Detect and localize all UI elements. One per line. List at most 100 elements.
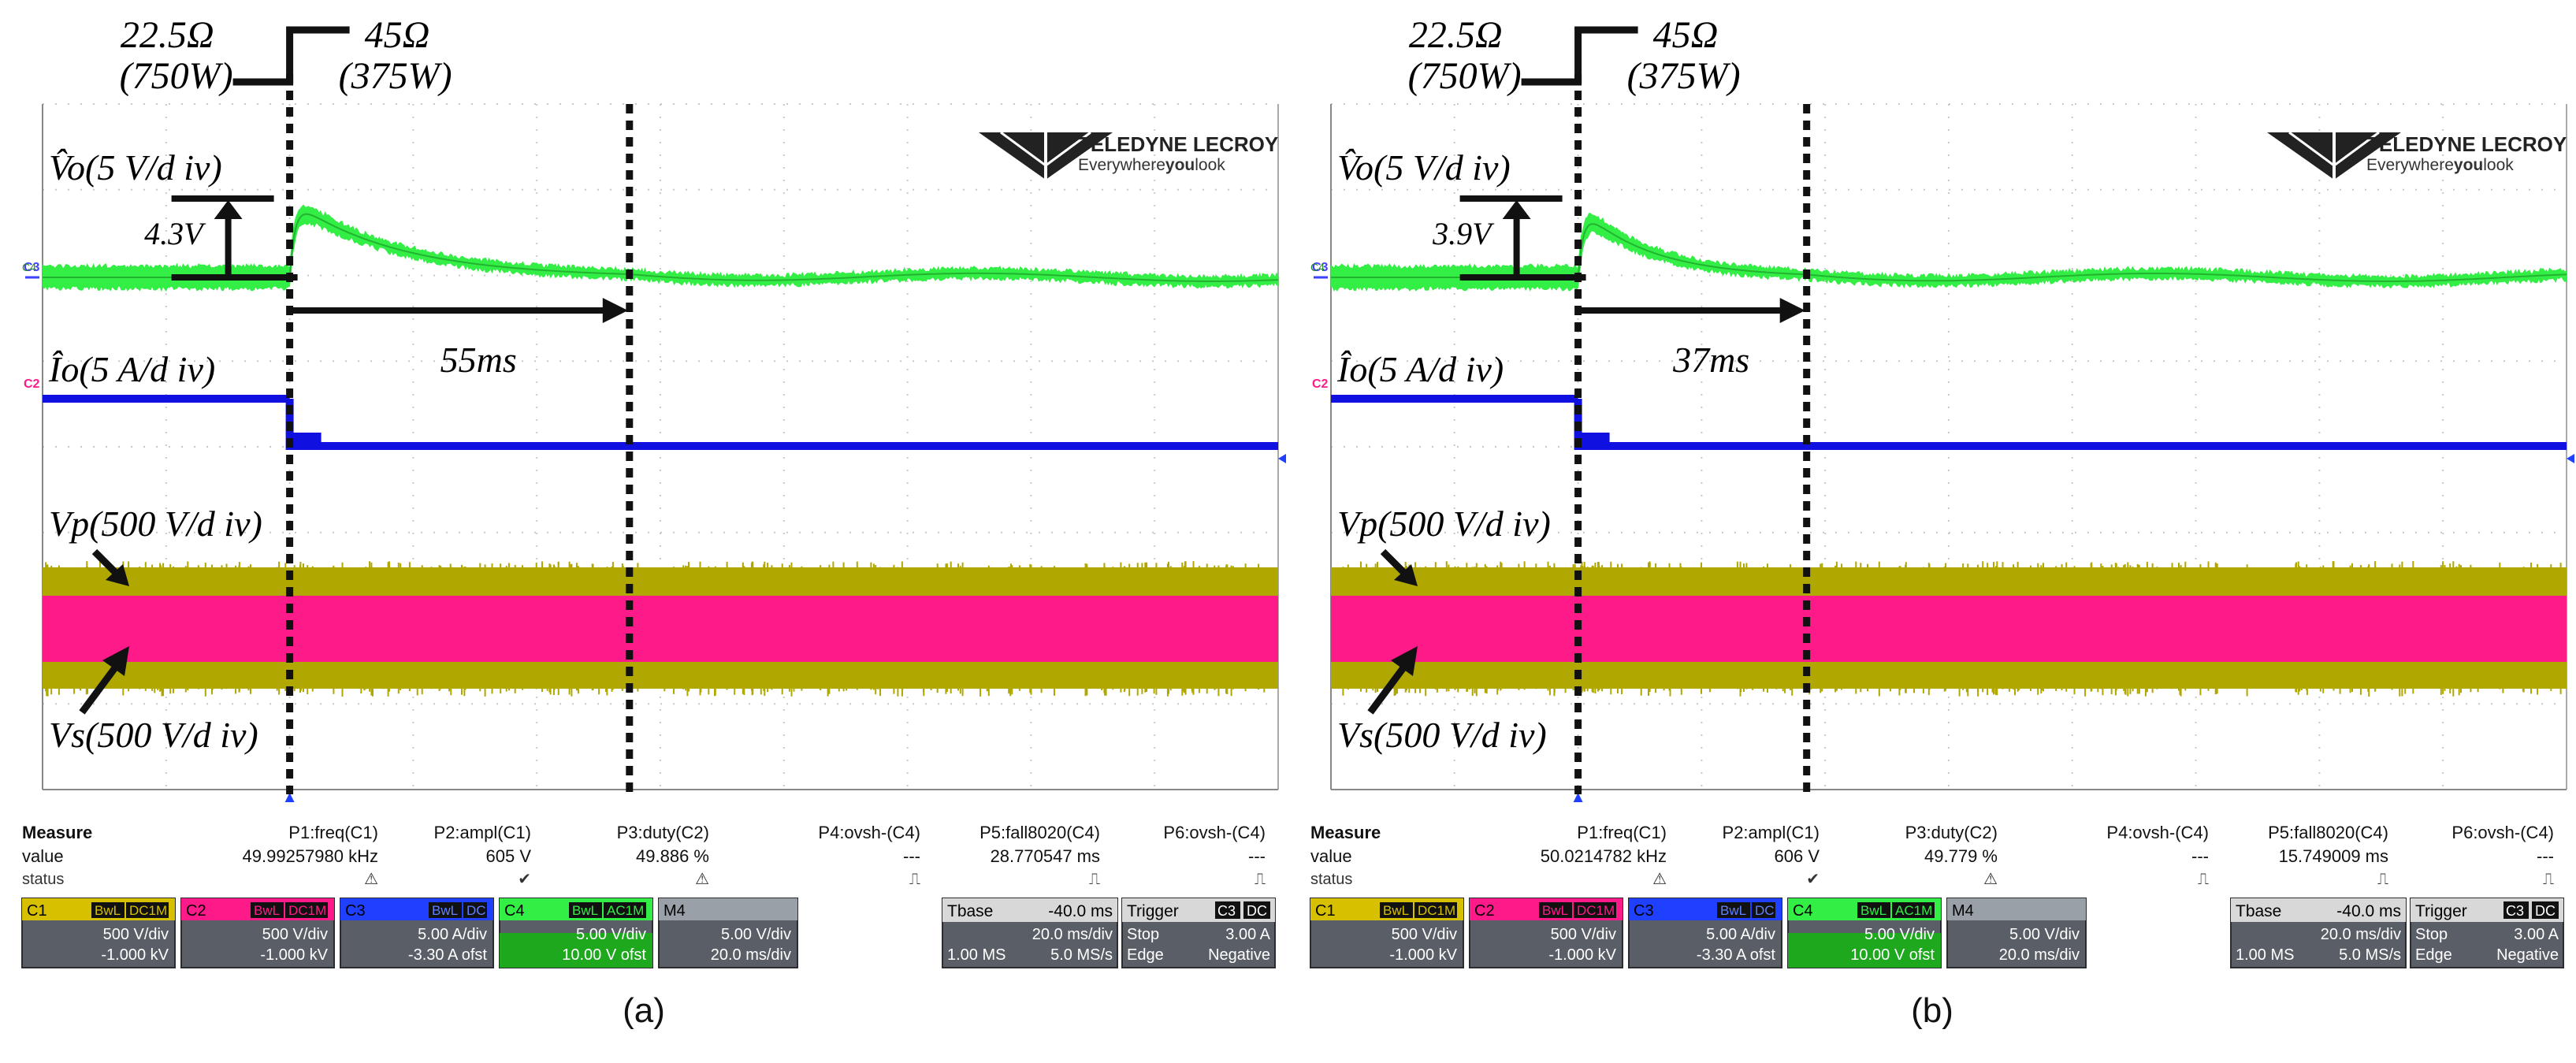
vo-trace [1330, 213, 2567, 292]
logo-line2-prefix: Everywhere [1078, 156, 1165, 174]
trigger-slope: Negative [2496, 946, 2559, 964]
load-before-ohm: 22.5Ω [1409, 14, 1503, 56]
logo-line2: Everywhereyoulook [2366, 156, 2514, 174]
channel-id: C4 [1793, 902, 1813, 920]
ch4-marker-label: C4 [22, 261, 36, 273]
channel-tag-bg [1857, 902, 1890, 918]
channel-tag-bg [91, 902, 125, 918]
timebase-chip: Tbase -40.0 ms 20.0 ms/div 1.00 MS 5.0 MS/s [942, 898, 1118, 968]
measure-status: ✔ [518, 871, 531, 888]
channel-chip: C2 DC1M BwL 500 V/div -1.000 kV [180, 898, 335, 968]
channel-tag: AC1M [607, 903, 644, 918]
vp-arrow-head [1394, 564, 1418, 586]
channel-scale: 5.00 A/div [418, 926, 487, 943]
timebase-rate: 20.0 ms/div [1032, 926, 1113, 943]
channel-tag-bg [1752, 902, 1775, 918]
channel-chip: C3 DC BwL 5.00 A/div -3.30 A ofst [1628, 898, 1782, 968]
settle-label: 55ms [440, 340, 517, 380]
logo-triangle-split [2333, 131, 2380, 167]
measure-header: P6:ovsh-(C4) [1163, 823, 1266, 842]
logo-line1: TELEDYNE LECROY [2366, 132, 2567, 156]
measure-status: ⚠ [364, 871, 378, 888]
measure-header: P3:duty(C2) [1905, 823, 1998, 842]
measure-header: P5:fall8020(C4) [2268, 823, 2388, 842]
ch2-marker: C2 [24, 377, 40, 391]
channel-tag-bg [251, 902, 284, 918]
switching-waveforms [43, 561, 1278, 697]
measure-header: P1:freq(C1) [1577, 823, 1667, 842]
io-offset-marker [2567, 454, 2574, 463]
channel-offset: -1.000 kV [1548, 946, 1616, 964]
channel-chip: C3 DC BwL 5.00 A/div -3.30 A ofst [340, 898, 494, 968]
channel-tag-bg [1414, 902, 1457, 918]
vs-arrow-shaft [79, 661, 121, 715]
timebase-header [2231, 898, 2406, 922]
channel-chip: C4 AC1M BwL 5.00 V/div 10.00 V ofst [499, 898, 653, 968]
channel-offset: 20.0 ms/div [711, 946, 791, 964]
vp-arrow-shaft [91, 548, 121, 578]
measure-value: 49.779 % [1924, 846, 1998, 866]
channel-chip: C1 DC1M BwL 500 V/div -1.000 kV [1310, 898, 1464, 968]
measure-header: P6:ovsh-(C4) [2451, 823, 2554, 842]
overshoot-arrow-head [214, 200, 243, 219]
timebase-label: Tbase [947, 902, 993, 920]
vp-arrow-shaft [1380, 548, 1410, 578]
channel-tag-bg [1892, 902, 1935, 918]
vs-arrow-shaft [1367, 661, 1410, 715]
vs-arrow-head [102, 646, 129, 676]
channel-tag: BwL [1542, 903, 1568, 918]
channel-chip: M4 5.00 V/div 20.0 ms/div [658, 898, 798, 968]
panel-caption: (a) [623, 991, 665, 1030]
load-before-ohm: 22.5Ω [121, 14, 214, 56]
trigger-src: C3 [2506, 903, 2524, 919]
measure-value: 606 V [1775, 846, 1820, 866]
vs-label: Vs(500 V/d iv) [1337, 715, 1547, 755]
io-label: Îo(5 A/d iv) [48, 349, 215, 389]
channel-scale: 500 V/div [262, 926, 328, 943]
channel-offset: -1.000 kV [1389, 946, 1457, 964]
channel-tag: BwL [254, 903, 280, 918]
ch3-marker: C3 [24, 261, 40, 274]
load-after-power: (375W) [1627, 55, 1741, 97]
trigger-type: Edge [2415, 946, 2452, 964]
trigger-level: 3.00 A [1225, 926, 1270, 943]
timebase-header [942, 898, 1117, 922]
vo-trace [42, 204, 1279, 292]
logo-line2-prefix: Everywhere [2366, 156, 2454, 174]
channel-tag-bg [569, 902, 602, 918]
logo-line1: TELEDYNE LECROY [1078, 132, 1278, 156]
logo-line2-suffix: look [2483, 156, 2514, 174]
logo-line2-bold: you [1165, 156, 1195, 174]
measure-header: P4:ovsh-(C4) [2106, 823, 2209, 842]
vp-label: Vp(500 V/d iv) [1337, 504, 1551, 544]
channel-tag-bg [285, 902, 328, 918]
timebase-srate: 5.0 MS/s [1050, 946, 1113, 964]
channel-id: C2 [1474, 902, 1495, 920]
logo-triangle-split [1000, 131, 1046, 167]
timebase-samples: 1.00 MS [947, 946, 1005, 964]
channel-scale: 5.00 V/div [2009, 926, 2080, 943]
measure-header: Measure [1310, 823, 1381, 842]
channel-id: C2 [186, 902, 206, 920]
logo-line2-bold: you [2454, 156, 2483, 174]
measure-status: ⎍ [1255, 871, 1266, 888]
timebase-offset: -40.0 ms [2336, 902, 2401, 920]
channel-scale: 5.00 A/div [1706, 926, 1775, 943]
io-trace [43, 395, 1278, 450]
io-offset-marker [1278, 454, 1286, 463]
load-before-power: (750W) [1408, 55, 1522, 97]
io-trace [1331, 395, 2567, 450]
trigger-label: Trigger [2415, 902, 2467, 920]
channel-tag: DC1M [288, 903, 326, 918]
channel-tag: BwL [95, 903, 121, 918]
channel-tag-bg [1574, 902, 1616, 918]
measure-header: P2:ampl(C1) [434, 823, 531, 842]
timebase-srate: 5.0 MS/s [2339, 946, 2401, 964]
channel-chip-active [1788, 933, 1941, 968]
measure-table: Measure P1:freq(C1) P2:ampl(C1) P3:duty(C2)… [1310, 823, 2554, 888]
channel-chip-header [659, 898, 797, 920]
timebase-samples: 1.00 MS [2236, 946, 2294, 964]
